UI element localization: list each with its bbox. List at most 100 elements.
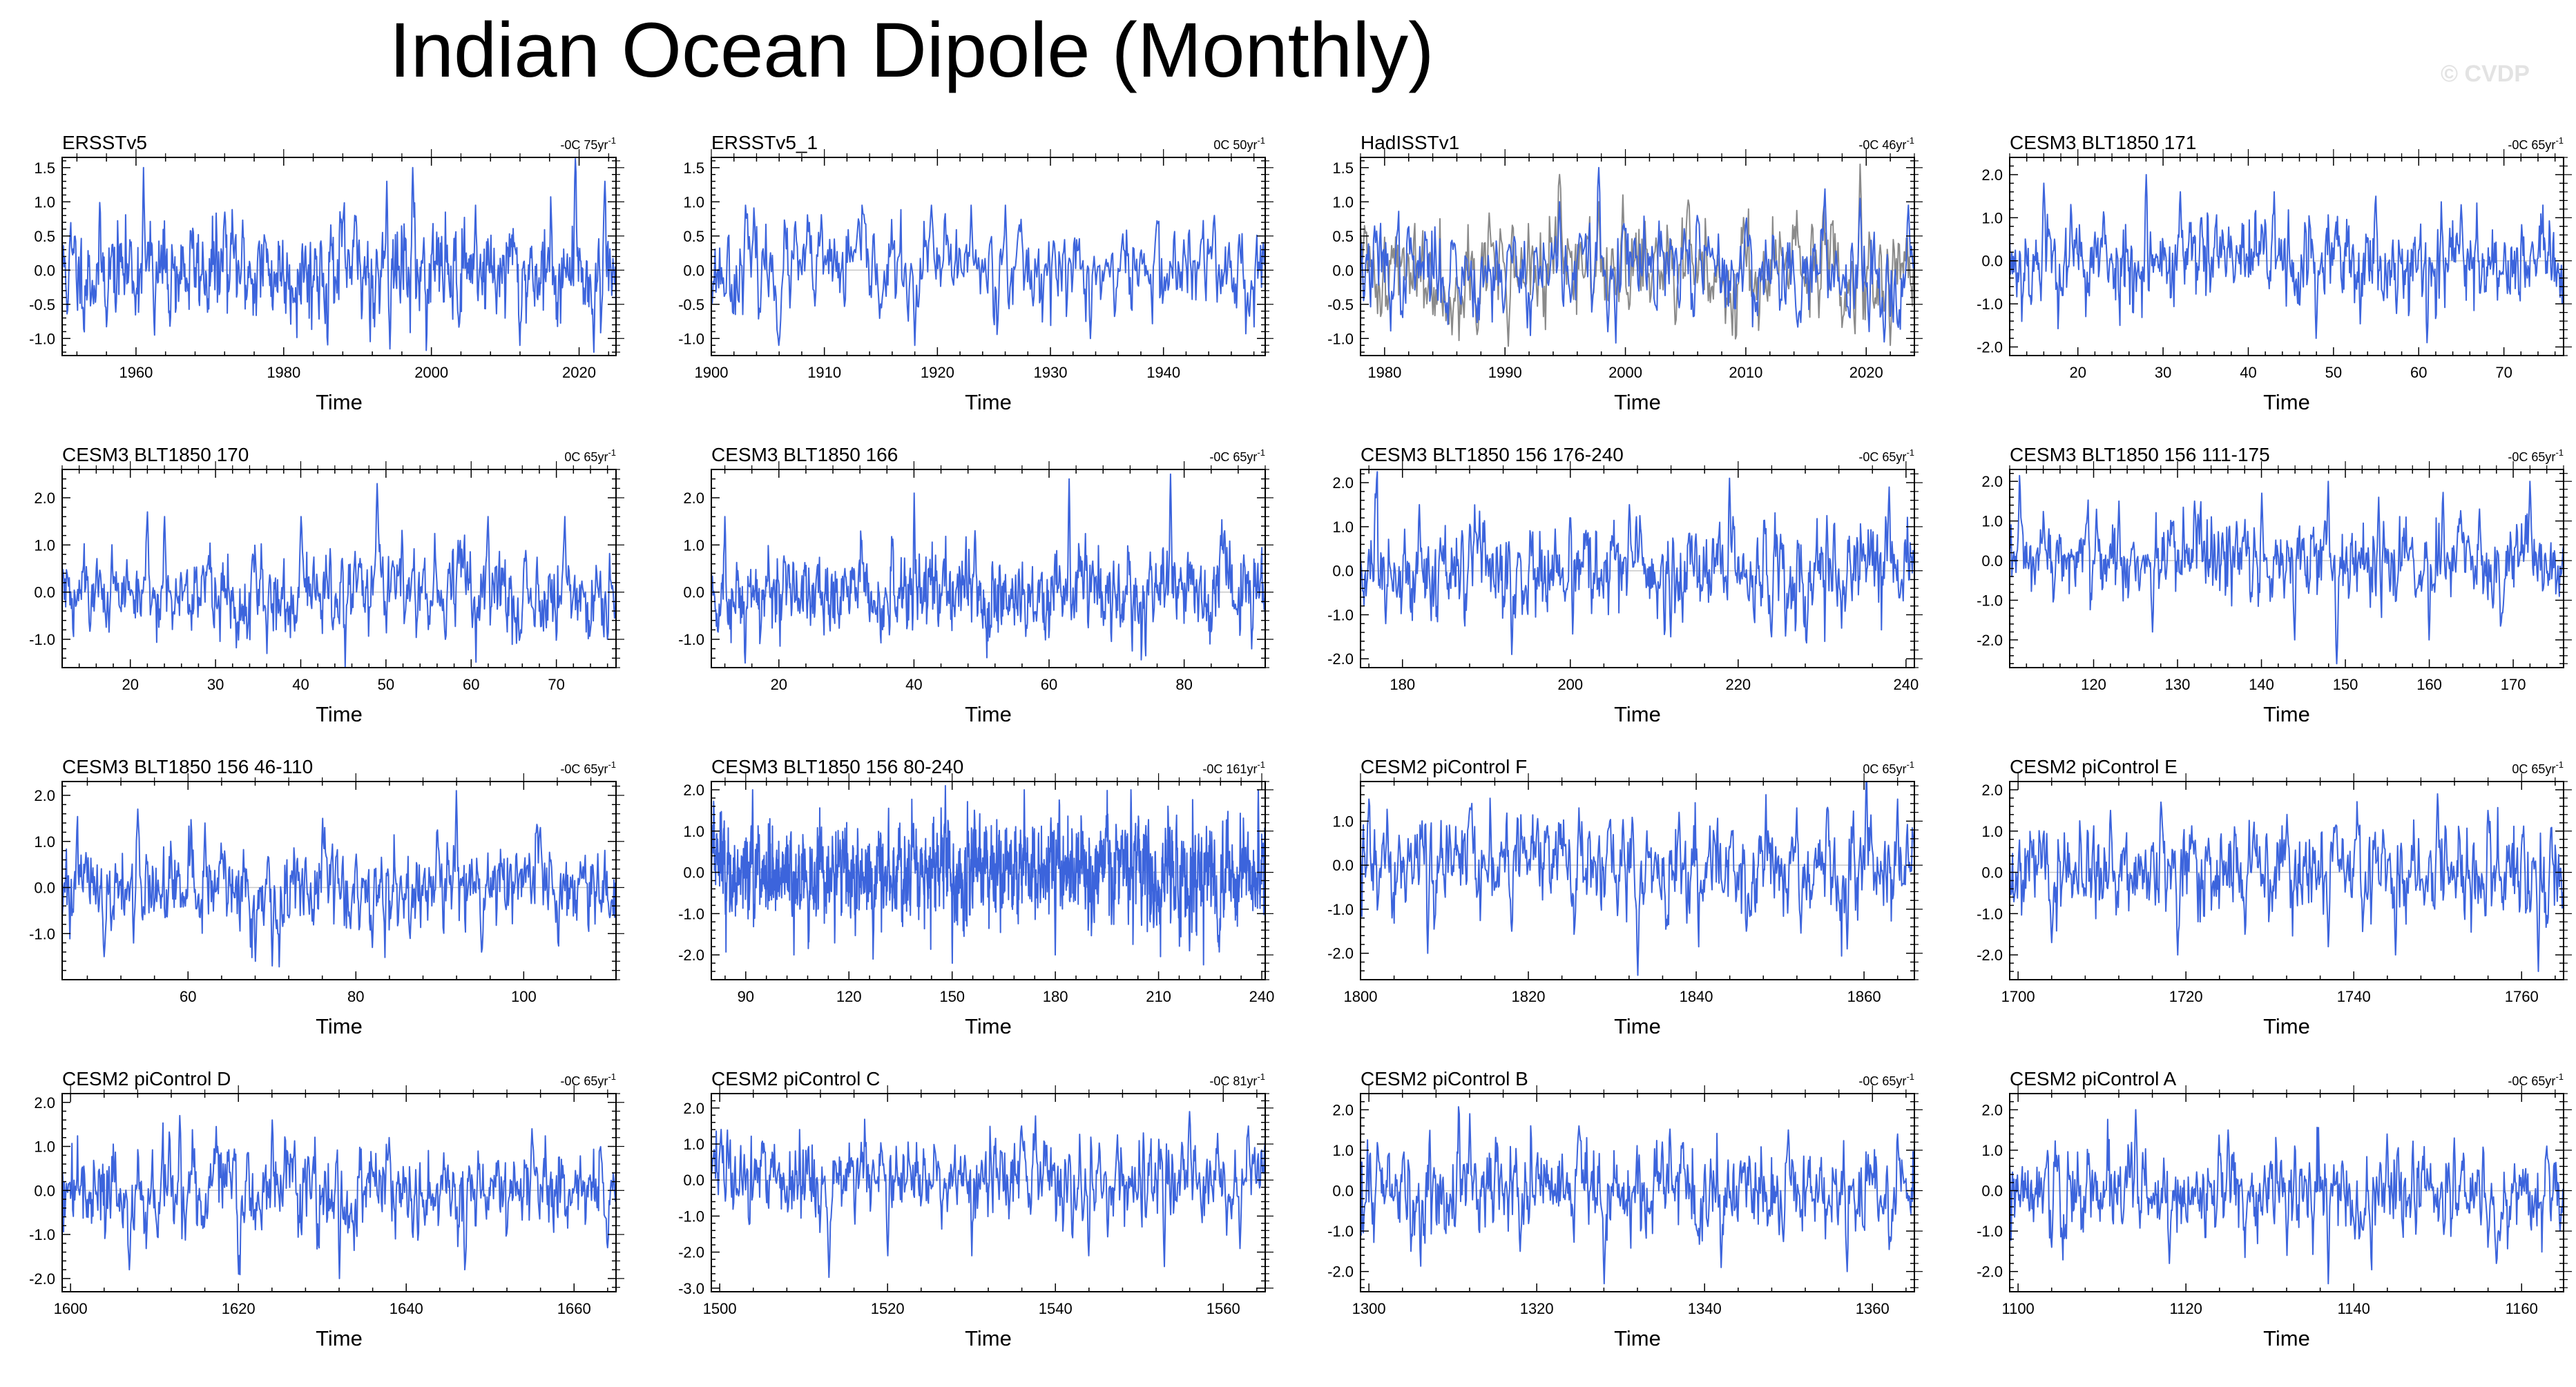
x-tick-label: 1940 <box>1146 364 1180 381</box>
y-tick-label: 2.0 <box>34 1094 55 1112</box>
plot-frame <box>711 469 1266 668</box>
panel-title: CESM2 piControl F <box>1361 756 1527 777</box>
x-axis-label: Time <box>1614 702 1661 726</box>
series-line <box>2009 793 2564 972</box>
chart-svg: CESM2 piControl D -0C 65yr-1 -2.0 -1.0 0.0 1.… <box>29 1068 624 1350</box>
chart-svg: HadISSTv1 -0C 46yr-1 -1.0 -0.5 0.0 0.5 1.0 1.5 1… <box>1327 132 1923 414</box>
plot-frame <box>61 781 617 980</box>
trend-superscript: -1 <box>1257 1071 1265 1082</box>
x-axis-label: Time <box>2263 390 2310 414</box>
series-line <box>711 785 1266 966</box>
trend-superscript: -1 <box>1906 135 1914 146</box>
x-tick-label: 30 <box>207 676 224 693</box>
x-tick-label: 160 <box>2416 676 2442 693</box>
trend-text: 0C 65yr <box>2512 762 2555 776</box>
trend-text: -0C 65yr <box>560 762 608 776</box>
series-line <box>1360 166 1915 344</box>
x-tick-label: 1860 <box>1847 988 1881 1005</box>
trend-superscript: -1 <box>608 1071 616 1082</box>
y-tick-label: 0.0 <box>683 864 704 882</box>
y-tick-label: 1.0 <box>34 833 55 851</box>
y-tick-label: -1.0 <box>1977 592 2003 609</box>
x-tick-label: 1600 <box>54 1300 88 1317</box>
x-tick-label: 2020 <box>562 364 596 381</box>
y-tick-label: -1.0 <box>1327 330 1354 347</box>
x-tick-label: 20 <box>771 676 787 693</box>
x-tick-label: 40 <box>2240 364 2256 381</box>
chart-panel: CESM2 piControl A -0C 65yr-1 -2.0 -1.0 0.0 1.… <box>1948 1062 2576 1373</box>
y-tick-label: -1.0 <box>29 330 55 347</box>
trend-superscript: -1 <box>2555 447 2564 458</box>
y-tick-label: 2.0 <box>1332 1101 1354 1118</box>
chart-svg: CESM2 piControl C -0C 81yr-1 -3.0 -2.0 -1.0 0… <box>678 1068 1273 1350</box>
y-tick-label: -1.0 <box>1327 1223 1354 1240</box>
trend-superscript: -1 <box>608 759 616 770</box>
x-tick-label: 50 <box>2325 364 2342 381</box>
panel-title: CESM2 piControl D <box>62 1068 231 1089</box>
x-tick-label: 2010 <box>1729 364 1762 381</box>
trend-label: -0C 65yr-1 <box>2508 447 2564 464</box>
series-line <box>61 1114 617 1279</box>
x-axis-label: Time <box>316 1014 363 1038</box>
x-axis-label: Time <box>316 702 363 726</box>
trend-superscript: -1 <box>608 447 616 458</box>
y-tick-label: -1.0 <box>1977 1223 2003 1240</box>
x-tick-label: 80 <box>347 988 364 1005</box>
x-tick-label: 1820 <box>1512 988 1546 1005</box>
y-tick-label: 0.0 <box>1332 1183 1354 1200</box>
series-line <box>711 473 1266 664</box>
x-tick-label: 70 <box>548 676 564 693</box>
x-tick-label: 30 <box>2155 364 2171 381</box>
y-tick-label: 0.0 <box>1981 552 2003 570</box>
series-line <box>1360 471 1915 655</box>
y-tick-label: 2.0 <box>683 489 704 507</box>
y-tick-label: -0.5 <box>29 296 55 313</box>
x-tick-label: 1360 <box>1856 1300 1890 1317</box>
chart-panel: ERSSTv5_1 0C 50yr-1 -1.0 -0.5 0.0 0.5 1.0 1.5 19… <box>649 126 1298 436</box>
chart-panel: CESM2 piControl C -0C 81yr-1 -3.0 -2.0 -1.0 0… <box>649 1062 1298 1373</box>
x-tick-label: 1980 <box>1367 364 1401 381</box>
y-tick-label: 2.0 <box>1981 473 2003 490</box>
y-tick-label: -2.0 <box>1327 1263 1354 1281</box>
panel-title: CESM2 piControl C <box>711 1068 880 1089</box>
panel-title: CESM3 BLT1850 171 <box>2010 132 2196 153</box>
x-axis-label: Time <box>2263 1326 2310 1350</box>
trend-label: -0C 46yr-1 <box>1858 135 1914 152</box>
x-tick-label: 1990 <box>1488 364 1522 381</box>
y-tick-label: -2.0 <box>678 1244 704 1261</box>
page-title: Indian Ocean Dipole (Monthly) <box>389 7 1434 93</box>
y-tick-label: 1.5 <box>1332 159 1354 177</box>
x-tick-label: 120 <box>836 988 862 1005</box>
x-axis-label: Time <box>1614 390 1661 414</box>
x-tick-label: 1740 <box>2337 988 2371 1005</box>
x-tick-label: 100 <box>511 988 537 1005</box>
trend-superscript: -1 <box>608 135 616 146</box>
trend-label: -0C 65yr-1 <box>2508 1071 2564 1088</box>
y-tick-label: -1.0 <box>678 1207 704 1225</box>
chart-panel: CESM3 BLT1850 156 80-240 -0C 161yr-1 -2.0 -… <box>649 750 1298 1060</box>
series-line <box>61 158 617 353</box>
chart-panel: CESM2 piControl E 0C 65yr-1 -2.0 -1.0 0.0 1.0… <box>1948 750 2576 1060</box>
panel-title: CESM2 piControl E <box>2010 756 2178 777</box>
panel-title: CESM3 BLT1850 156 46-110 <box>62 756 313 777</box>
y-tick-label: -1.0 <box>1977 905 2003 922</box>
y-tick-label: 2.0 <box>1981 1101 2003 1118</box>
x-axis-label: Time <box>965 390 1012 414</box>
y-tick-label: -1.0 <box>29 925 55 942</box>
y-tick-label: 0.5 <box>34 228 55 245</box>
x-tick-label: 1300 <box>1352 1300 1386 1317</box>
y-tick-label: 1.0 <box>34 1138 55 1156</box>
x-tick-label: 240 <box>1893 676 1919 693</box>
x-tick-label: 1520 <box>871 1300 905 1317</box>
y-tick-label: 2.0 <box>34 489 55 507</box>
panel-title: CESM2 piControl B <box>1361 1068 1528 1089</box>
trend-label: 0C 65yr-1 <box>564 447 616 464</box>
x-axis-label: Time <box>965 1326 1012 1350</box>
trend-superscript: -1 <box>2555 135 2564 146</box>
x-tick-label: 40 <box>905 676 922 693</box>
x-tick-label: 2000 <box>1608 364 1642 381</box>
chart-svg: CESM3 BLT1850 171 -0C 65yr-1 -2.0 -1.0 0.0 1.… <box>1977 132 2572 414</box>
trend-text: -0C 65yr <box>2508 450 2555 464</box>
x-tick-label: 1120 <box>2170 1300 2202 1317</box>
x-tick-label: 90 <box>738 988 754 1005</box>
